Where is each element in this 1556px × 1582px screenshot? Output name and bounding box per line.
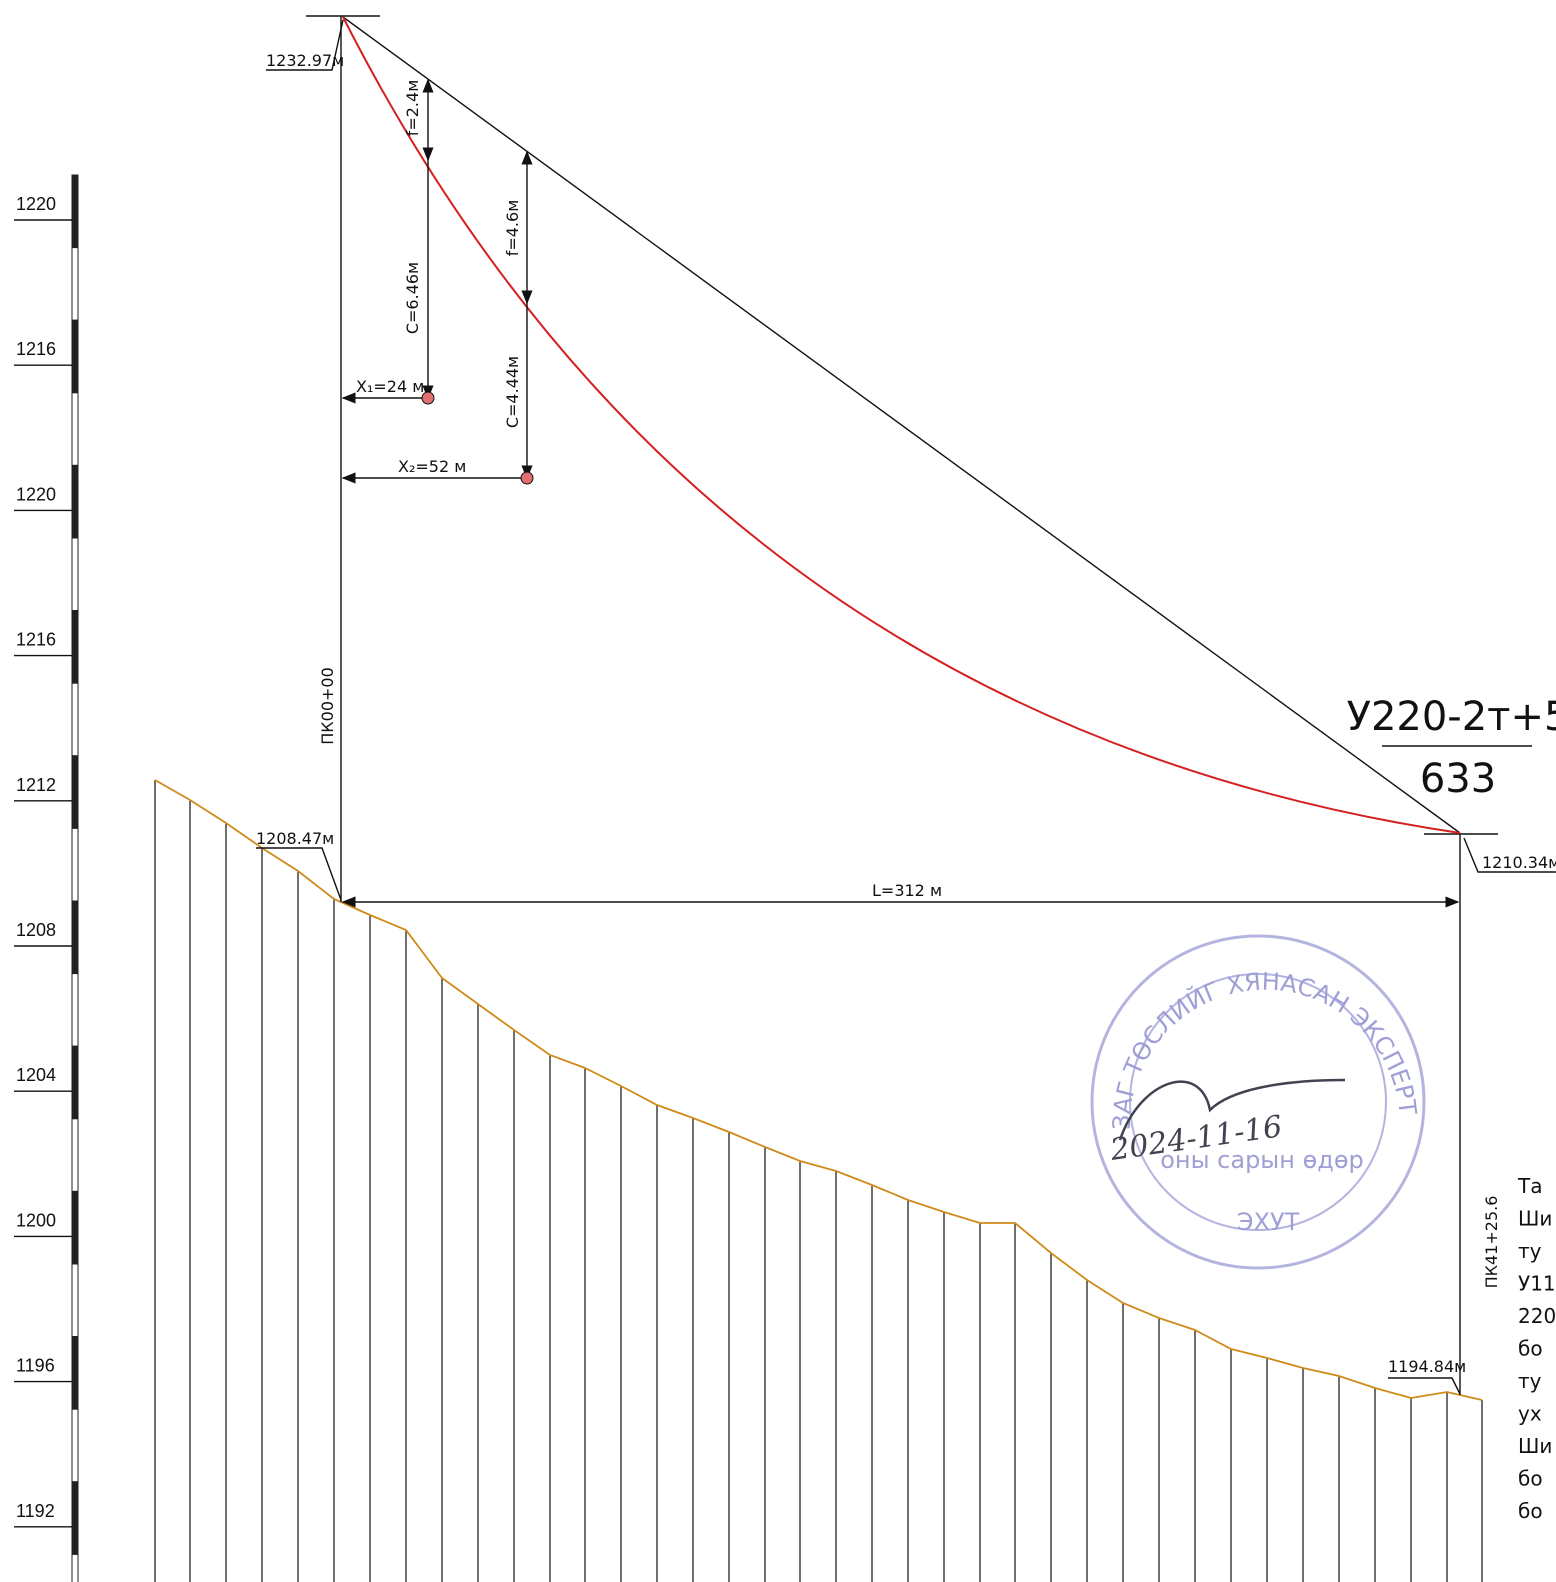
scale-segment (71, 537, 79, 612)
elevation-label: 1210.34м (1482, 853, 1556, 872)
scale-label: 1216 (16, 339, 56, 359)
note-line: ух (1518, 1402, 1542, 1426)
span-label: L=312 м (872, 881, 942, 900)
note-line: У11 (1518, 1272, 1556, 1296)
note-line: 220 (1518, 1304, 1556, 1328)
elevation-scale: 1220 1216 1220 1216 1212 1208 1204 1200 1196 1192 (14, 174, 79, 1582)
scale-label: 1192 (16, 1501, 55, 1521)
ground-line (154, 779, 1483, 1401)
scale-segment (71, 610, 79, 684)
tower-type: У220-2т+5 (1347, 694, 1556, 740)
scale-segment (71, 174, 79, 249)
scale-segment (71, 1336, 79, 1410)
scale-segment (71, 1190, 79, 1265)
approval-stamp: ЗАГ ТӨСЛИЙГ ХЯНАСАН ЭКСПЕРТ ЭХУТ оны сар… (1090, 934, 1426, 1270)
stamp-ring (1129, 973, 1387, 1231)
note-line: Та (1517, 1174, 1542, 1198)
notes: Та Ши ту У11 220 бо ту ух Ши бо бо (1517, 1174, 1556, 1523)
scale-segment (71, 247, 79, 321)
scale-label: 1200 (16, 1210, 56, 1230)
scale-segment (71, 827, 79, 902)
leader (1388, 1377, 1461, 1395)
scale-segment (71, 1263, 79, 1338)
note-line: ту (1518, 1239, 1542, 1263)
offset-label: X₂=52 м (398, 457, 466, 476)
scale-segment (71, 1045, 79, 1120)
scale-segment (71, 755, 79, 829)
note-line: бо (1518, 1467, 1543, 1491)
sag-label: f=2.4м (403, 80, 422, 137)
scale-segment (71, 319, 79, 394)
stamp-caption: оны сарын өдөр (1160, 1146, 1364, 1174)
stamp-title-path: ЗАГ ТӨСЛИЙГ ХЯНАСАН ЭКСПЕРТ (1108, 968, 1422, 1131)
stamp-org: ЭХУТ (1237, 1208, 1300, 1236)
scale-segment (71, 464, 79, 539)
signature (1118, 1078, 1346, 1141)
scale-segment (71, 1118, 79, 1192)
scale-label: 1220 (16, 484, 56, 504)
elevation-label: 1208.47м (256, 829, 334, 848)
tower-number: 633 (1420, 756, 1496, 802)
note-line: бо (1518, 1499, 1543, 1523)
scale-label: 1204 (16, 1065, 56, 1085)
note-line: Ши (1518, 1207, 1552, 1231)
scale-label: 1212 (16, 775, 56, 795)
scale-label: 1216 (16, 630, 56, 650)
scale-segment (71, 1481, 79, 1555)
stamp-ring (1090, 934, 1426, 1270)
sag-label: f=4.6м (503, 200, 522, 257)
elevation-label: 1232.97м (266, 51, 344, 70)
check-point (421, 391, 435, 405)
leader (1463, 837, 1556, 873)
note-line: бо (1518, 1337, 1543, 1361)
note-line: Ши (1518, 1434, 1552, 1458)
scale-segment (71, 392, 79, 466)
elevation-label: 1194.84м (1388, 1357, 1466, 1376)
scale-label: 1220 (16, 194, 56, 214)
scale-label: 1196 (16, 1356, 55, 1376)
leader (266, 19, 344, 71)
stamp-title: ЗАГ ТӨСЛИЙГ ХЯНАСАН ЭКСПЕРТ (1108, 968, 1422, 1131)
station-label: ПК00+00 (318, 667, 337, 745)
scale-segment (71, 1553, 79, 1582)
offset-label: X₁=24 м (356, 377, 424, 396)
scale-segment (71, 900, 79, 975)
scale-segment (71, 1408, 79, 1483)
leader (256, 847, 342, 901)
scale-label: 1208 (16, 920, 56, 940)
scale-segment (71, 973, 79, 1047)
ground-profile (154, 779, 1483, 1582)
clearance-label: C=6.46м (403, 262, 422, 334)
check-point (520, 471, 534, 485)
clearance-label: C=4.44м (503, 356, 522, 428)
station-label: ПК41+25.6 (1482, 1196, 1501, 1289)
scale-segment (71, 682, 79, 757)
conductor-sag (342, 16, 1461, 834)
note-line: ту (1518, 1369, 1542, 1393)
